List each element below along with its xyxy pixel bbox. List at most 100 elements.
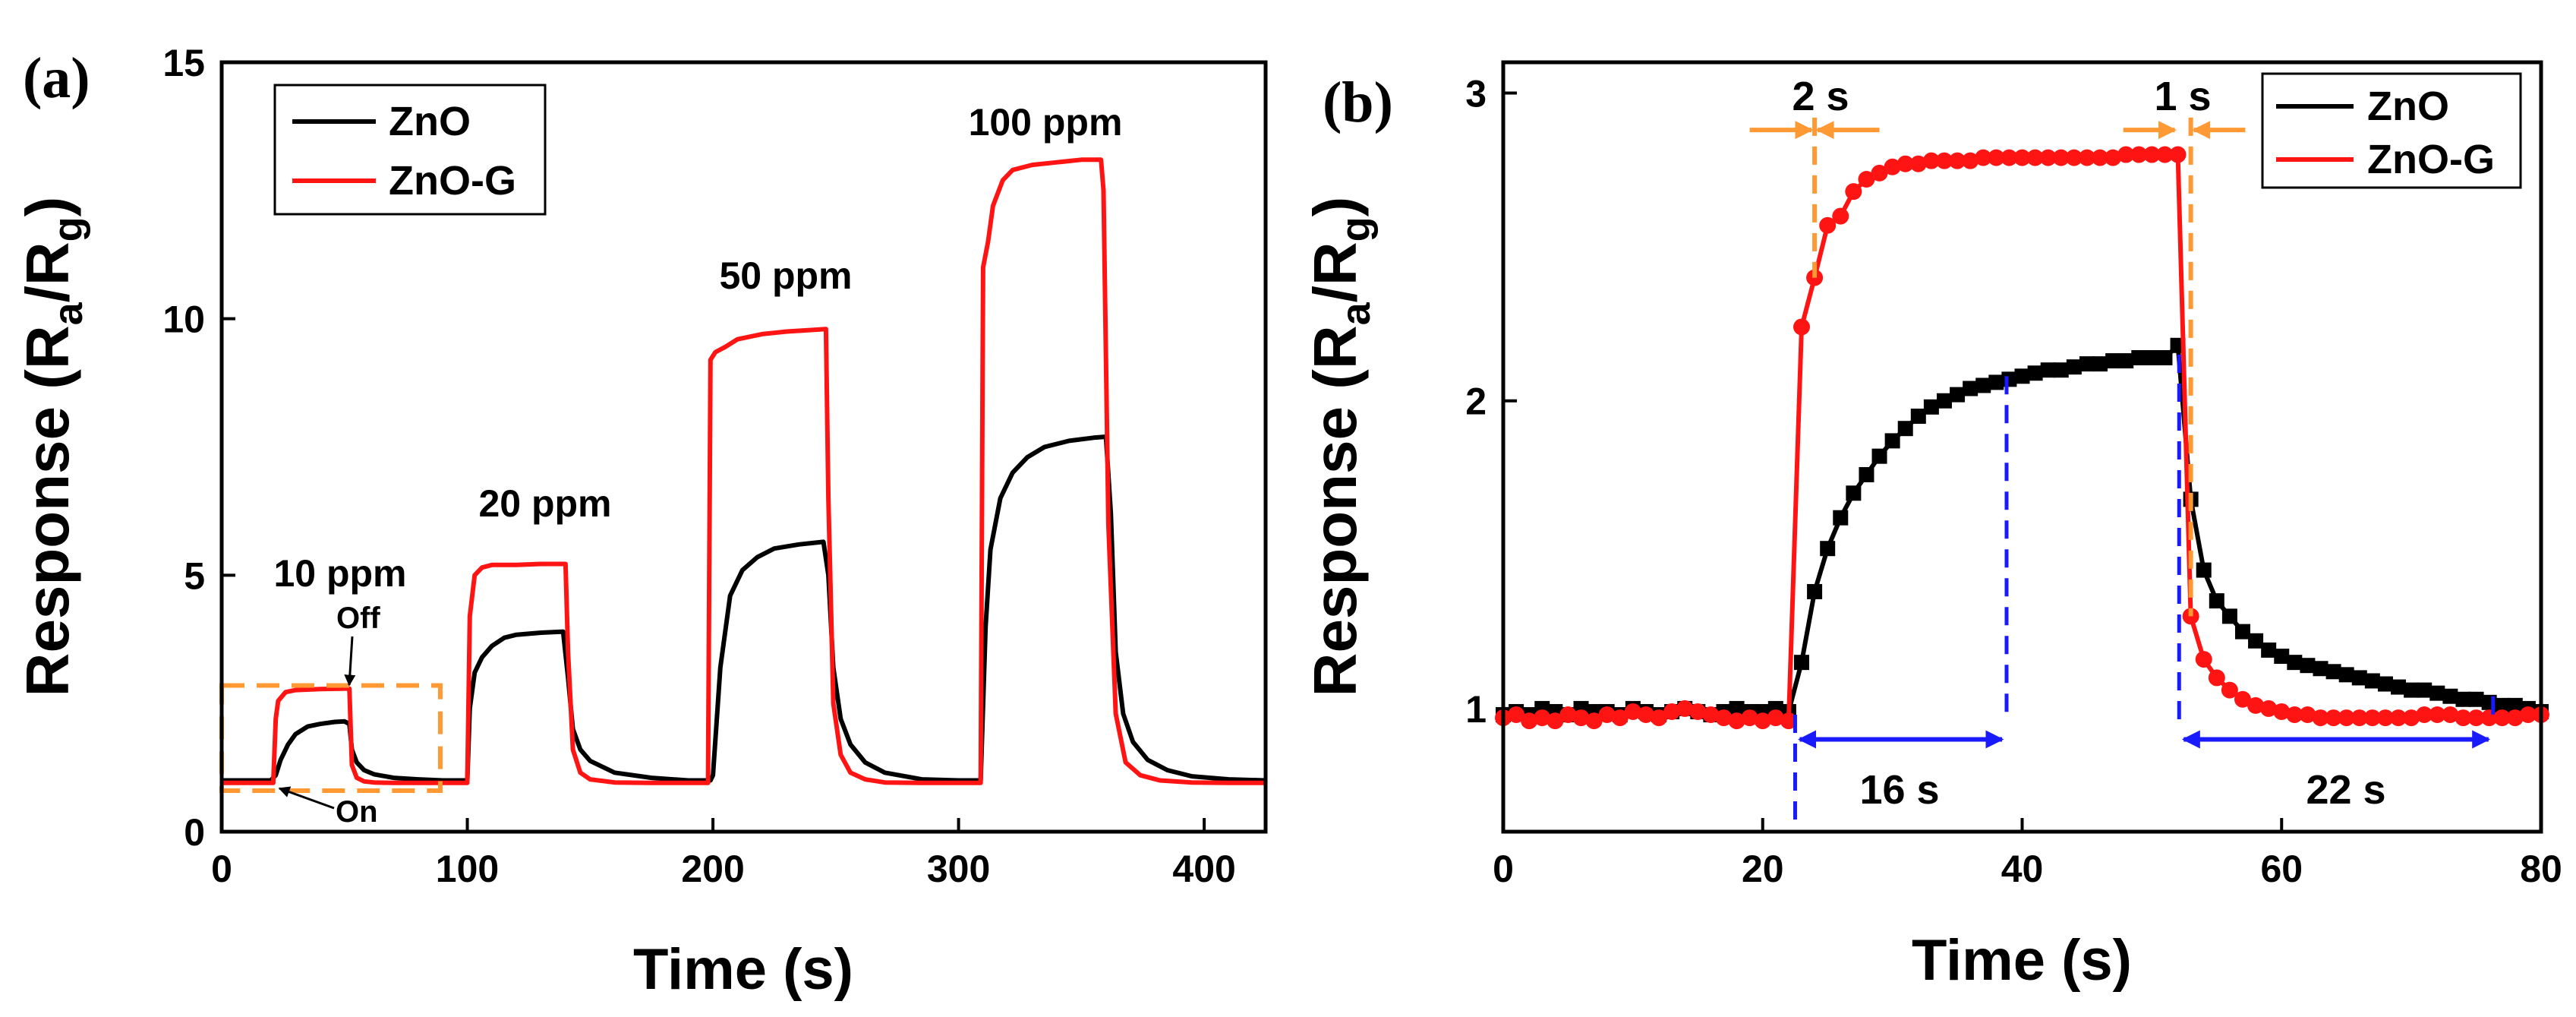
panel-a-annotation-20ppm: 20 ppm (478, 482, 611, 525)
panel-a: (a) 0 100 200 300 400 0 5 10 15 Response (Ra/Rg)… (14, 42, 1268, 1002)
panel-b-series-0-point (1859, 466, 1874, 482)
panel-b-series-0-point (2131, 349, 2147, 365)
svg-text:Response (Ra/Rg): Response (Ra/Rg) (1301, 197, 1379, 697)
panel-b-series-1-point (2156, 146, 2174, 163)
panel-b-series-0-point (2144, 349, 2160, 365)
panel-b-y-tick-label: 1 (1465, 688, 1487, 731)
panel-b-series-0-point (2209, 593, 2224, 609)
panel-b-series-0-point (1988, 374, 2004, 390)
panel-b-series-1-point (1935, 152, 1953, 169)
panel-b-series-0-point (2092, 356, 2108, 372)
panel-b-series-0-point (1807, 583, 1823, 599)
panel-b-series-1-point (2325, 709, 2342, 727)
panel-a-label: (a) (23, 46, 90, 110)
panel-b-series-1-point (1780, 712, 1797, 730)
panel-b-series-1-point (1689, 703, 1707, 720)
panel-b-series-0-point (2053, 362, 2069, 378)
panel-b-x-tick-label: 20 (1742, 848, 1784, 890)
panel-b-series-1-point (2052, 149, 2070, 166)
panel-b-series-0-point (2417, 682, 2433, 698)
panel-b-series-1-point (2234, 690, 2251, 708)
panel-b-series-1-point (2039, 149, 2057, 166)
panel-b-series-1-point (2092, 149, 2109, 166)
panel-b-series-0-point (1871, 448, 1887, 464)
panel-b-series-0-point (2351, 670, 2367, 686)
panel-b-series-1-point (2363, 709, 2381, 727)
panel-b-series-0-point (2404, 682, 2420, 698)
panel-b-x-tick-label: 0 (1493, 848, 1514, 890)
panel-b-series-1-point (1651, 709, 1668, 727)
panel-b-series-1-point (2143, 146, 2161, 163)
panel-a-series-1-line (222, 157, 1266, 785)
panel-a-y-tick-label: 10 (162, 298, 205, 341)
panel-b-series-1-point (1884, 158, 1901, 175)
panel-b-series-1-point (2182, 608, 2199, 625)
panel-b-series-1-point (2429, 706, 2446, 724)
panel-b-series-1-point (2467, 709, 2485, 727)
panel-b-series-0-point (2377, 676, 2393, 692)
panel-b-series-0-point (2118, 353, 2134, 369)
panel-b-series-0-point (1846, 485, 1862, 501)
panel-b-series-0-point (1923, 399, 1939, 415)
panel-b-series-0-point (2079, 356, 2095, 372)
panel-b-series-1-point (2442, 706, 2459, 724)
panel-b-series-1-point (1676, 700, 1694, 717)
panel-b-series-1-point (2376, 709, 2394, 727)
panel-a-y-axis-label: Response (Ra/Rg) (14, 197, 91, 697)
panel-b-series-1-point (1754, 712, 1771, 730)
panel-b-series-1-point (1585, 712, 1603, 730)
panel-b-series-0-point (2494, 697, 2510, 713)
panel-a-x-tick-label: 400 (1172, 848, 1235, 890)
panel-b-series-0-point (2468, 691, 2484, 707)
panel-b-x-tick-label: 60 (2260, 848, 2303, 890)
panel-b-series-0-point (2157, 349, 2173, 365)
panel-b-series-1-point (2260, 700, 2278, 717)
panel-b-series-1-point (1819, 216, 1837, 234)
panel-b-series-1-point (1572, 709, 1590, 727)
panel-b-series-1-point (1922, 152, 1940, 169)
panel-b-series-1-point (2416, 706, 2433, 724)
panel-b-series-0-point (2300, 658, 2316, 674)
panel-b-series-0-point (2442, 688, 2458, 704)
panel-a-legend-label-znog: ZnO-G (389, 158, 516, 204)
panel-b-series-0-point (2287, 655, 2303, 671)
panel-b-x-axis-label: Time (s) (1912, 928, 2132, 993)
panel-b-series-1-point (2105, 149, 2122, 166)
panel-b-series-1-point (2013, 149, 2031, 166)
panel-b-series-1-point (2273, 703, 2291, 720)
panel-b-series-1-point (2338, 709, 2355, 727)
panel-b-series-0-point (2196, 562, 2212, 578)
panel-b-series-1-point (1547, 712, 1564, 730)
panel-b-series-0-point (2040, 362, 2056, 378)
panel-b-series-0-point (1963, 381, 1979, 396)
panel-a-x-tick-label: 100 (436, 848, 499, 890)
panel-b-y-tick-label: 2 (1465, 381, 1487, 423)
panel-b-plot-area: 0 20 40 60 80 1 2 3 (1465, 73, 2562, 890)
panel-b-series-1-point (2221, 681, 2238, 699)
panel-a-annotation-on: On (336, 795, 378, 829)
panel-b-series-0-point (1910, 408, 1926, 424)
panel-b-series-0-point (1833, 510, 1849, 526)
panel-b-series-1-point (1702, 706, 1720, 724)
panel-b-series-0-line (1502, 343, 2542, 717)
panel-a-x-tick-label: 0 (211, 848, 232, 890)
panel-b-series-0-point (2027, 365, 2043, 381)
panel-b-y-tick-label: 3 (1465, 73, 1487, 115)
panel-b-series-1-point (2506, 709, 2524, 727)
panel-a-x-axis-label: Time (s) (633, 937, 853, 1002)
panel-b-series-1-point (1508, 706, 1525, 724)
panel-b-series-1-point (2286, 706, 2303, 724)
panel-b-series-1-point (2001, 149, 2018, 166)
panel-b-series-1-point (1728, 712, 1745, 730)
panel-b-series-1-point (2403, 709, 2420, 727)
panel-b-annotation-2s: 2 s (1792, 74, 1849, 119)
panel-a-x-tick-label: 300 (927, 848, 990, 890)
panel-b-annotation-22s: 22 s (2306, 767, 2385, 813)
panel-b-series-1-point (1741, 709, 1758, 727)
panel-a-y-tick-label: 5 (184, 554, 205, 597)
panel-b: (b) 0 20 40 60 80 1 2 3 Response (Ra/Rg) Time (… (1301, 60, 2562, 993)
panel-b-series-0-point (1975, 377, 1991, 393)
panel-b-series-0-point (2001, 371, 2017, 387)
panel-b-legend: ZnO ZnO-G (2261, 72, 2522, 189)
